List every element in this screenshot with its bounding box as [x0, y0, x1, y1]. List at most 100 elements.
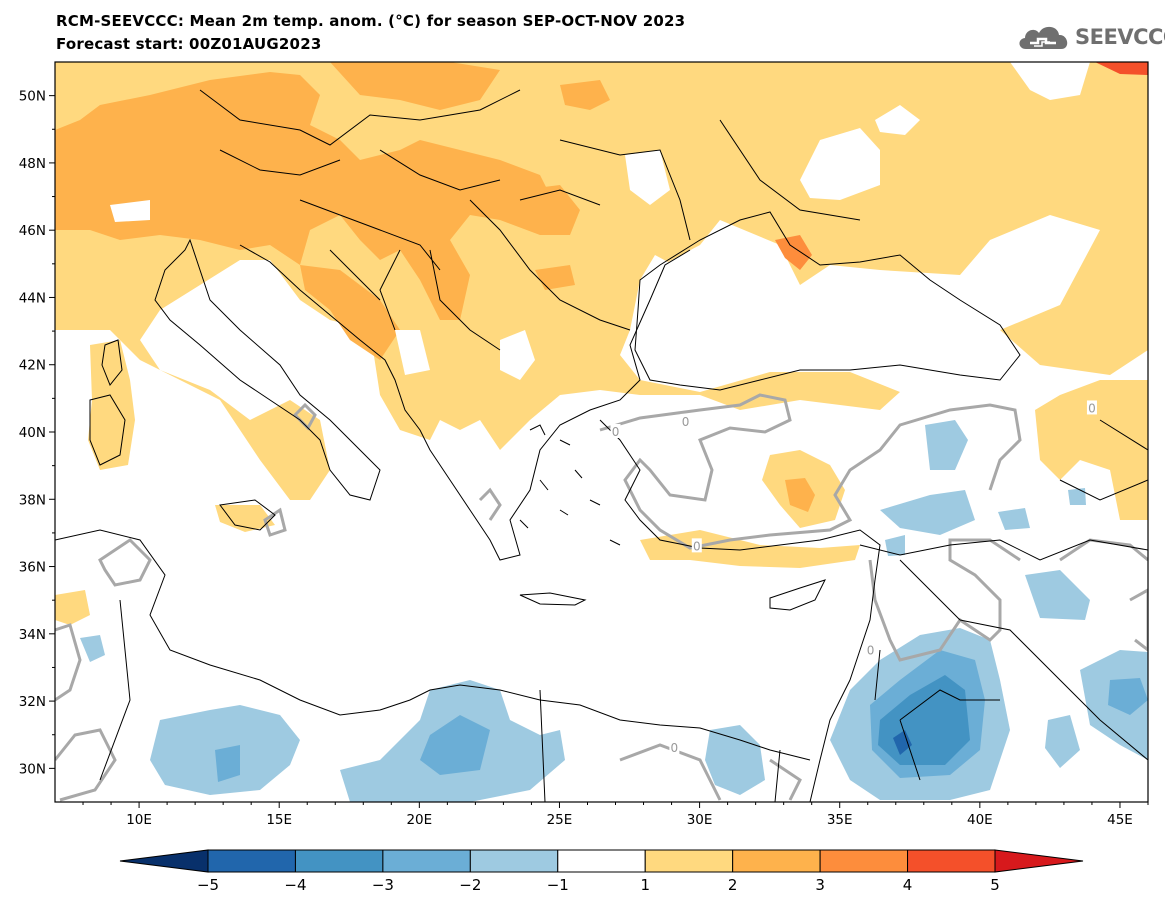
lat-tick-label: 46N — [19, 223, 46, 239]
warm-anomaly-tunisia — [55, 590, 90, 625]
coastline-italy — [154, 238, 381, 501]
lat-tick-label: 30N — [19, 761, 46, 777]
zero-contour-iraq — [1059, 538, 1148, 562]
colorbar-label: −5 — [197, 876, 219, 894]
coastline-corsica — [101, 339, 123, 386]
cool-anomaly-turkey-se-3 — [1068, 488, 1086, 505]
lon-tick-label: 35E — [827, 812, 853, 828]
anomaly-2-3-bulgaria — [535, 265, 575, 290]
colorbar-label: 1 — [640, 876, 650, 894]
contour-label-background — [669, 740, 680, 755]
warm-anomaly-anatolia-core — [785, 478, 815, 512]
anomaly-2-3-ukraine — [560, 80, 610, 110]
logo-text: SEEVCCC — [1075, 25, 1165, 49]
cool-anomaly-turkey-east — [925, 420, 968, 470]
colorbar-label: 5 — [990, 876, 1000, 894]
cloud-logo-icon — [1019, 26, 1068, 49]
colorbar-max-arrow — [994, 849, 1084, 873]
cool-anomaly-tunisia — [80, 635, 105, 662]
neutral-hole-italy — [110, 200, 150, 222]
lat-tick-label: 36N — [19, 560, 46, 576]
lat-tick-label: 42N — [19, 358, 46, 374]
contour-label-background — [1086, 400, 1097, 415]
cool-anomaly-syria — [1025, 570, 1090, 620]
colorbar-segment — [294, 849, 384, 873]
contour-label: 0 — [867, 644, 875, 658]
coastline-north-africa — [55, 529, 811, 761]
cool-anomaly-libya-east-core — [420, 715, 490, 775]
warm-anomaly-sicily — [215, 505, 275, 532]
anomaly-2-3-crimea — [775, 235, 812, 270]
lat-tick-label: 44N — [19, 290, 46, 306]
lon-tick-label: 20E — [406, 812, 432, 828]
anomaly-2-3-romania — [520, 185, 580, 235]
colorbar-label: 3 — [815, 876, 825, 894]
warm-anomaly-caucasus — [1035, 380, 1148, 520]
coastline-sardinia — [89, 394, 126, 466]
neutral-hole-greece — [395, 330, 430, 375]
contour-label: 0 — [612, 425, 620, 439]
contour-label: 0 — [671, 741, 679, 755]
coastlines-and-borders — [55, 89, 1148, 802]
contour-label-background — [865, 642, 876, 657]
cool-anomaly-turkey-se — [880, 490, 975, 535]
anomaly-2-3-north — [330, 62, 500, 110]
contour-label-layer: 0 0 0 0 0 0 — [610, 400, 1097, 755]
colorbar-segment — [469, 849, 559, 873]
coastline-levant — [809, 579, 876, 802]
cool-anomaly-iraq-south — [1045, 715, 1080, 768]
zero-contour-syria — [868, 538, 1021, 662]
lat-tick-label: 50N — [19, 89, 46, 105]
coastline-sicily — [219, 499, 276, 531]
colorbar-label: −3 — [372, 876, 394, 894]
colorbar-label: 4 — [903, 876, 913, 894]
colorbar-segment — [644, 849, 734, 873]
contour-label: 0 — [682, 415, 690, 429]
lon-tick-label: 10E — [126, 812, 152, 828]
cool-anomaly-egypt — [705, 725, 765, 795]
colorbar-segment — [819, 849, 909, 873]
contour-label-background — [610, 424, 621, 438]
lon-tick-label: 40E — [967, 812, 993, 828]
zero-contour-sicily — [263, 507, 287, 537]
colorbar-label: −4 — [284, 876, 306, 894]
colorbar-min-arrow — [119, 849, 209, 873]
colorbar-label: −1 — [547, 876, 569, 894]
zero-contour-iraq-2 — [1129, 588, 1148, 652]
border-lines-europe — [199, 89, 861, 351]
colorbar-segment — [732, 849, 821, 873]
coastline-aegean-islands — [519, 424, 621, 546]
lat-tick-label: 32N — [19, 694, 46, 710]
cool-anomaly-turkey-se-2 — [998, 508, 1030, 530]
border-lines-middle-east — [99, 419, 1148, 802]
colorbar-label: 2 — [728, 876, 738, 894]
zero-contour-tunisia — [98, 538, 152, 587]
lon-tick-label: 25E — [547, 812, 573, 828]
lon-tick-label: 15E — [266, 812, 292, 828]
anomaly-4-5-ne-corner — [1095, 62, 1148, 75]
cool-anomaly-iraq-core — [1108, 678, 1148, 715]
zero-contours — [55, 393, 1148, 802]
colorbar-segment — [557, 849, 646, 873]
lat-tick-label: 34N — [19, 627, 46, 643]
colorbar-segment — [382, 849, 471, 873]
zero-contour-egypt — [769, 758, 802, 801]
seevccc-logo: SEEVCCC — [1016, 18, 1165, 56]
neutral-hole-russia — [1010, 62, 1090, 100]
contour-label: 0 — [1088, 401, 1096, 415]
cool-anomaly-syria-coast — [885, 535, 905, 556]
anomaly-shading — [55, 62, 1148, 802]
warm-anomaly-sardinia — [88, 340, 135, 470]
lat-tick-label: 48N — [19, 156, 46, 172]
axis-ticks: 10E 15E 20E 25E 30E 35E 40E 45E 50N 48N 46N 44N 42N 4… — [19, 89, 1149, 828]
colorbar-label: −2 — [459, 876, 481, 894]
anomaly-2-3-alps — [55, 72, 560, 320]
contour-label-background — [691, 538, 702, 553]
forecast-start-subtitle: Forecast start: 00Z01AUG2023 — [56, 35, 322, 53]
lon-tick-label: 30E — [687, 812, 713, 828]
cool-anomaly-jordan-core — [893, 730, 912, 755]
neutral-hole-moldova — [625, 150, 670, 205]
coastline-black-sea — [634, 211, 1021, 391]
neutral-hole-ukraine-2 — [875, 105, 920, 135]
